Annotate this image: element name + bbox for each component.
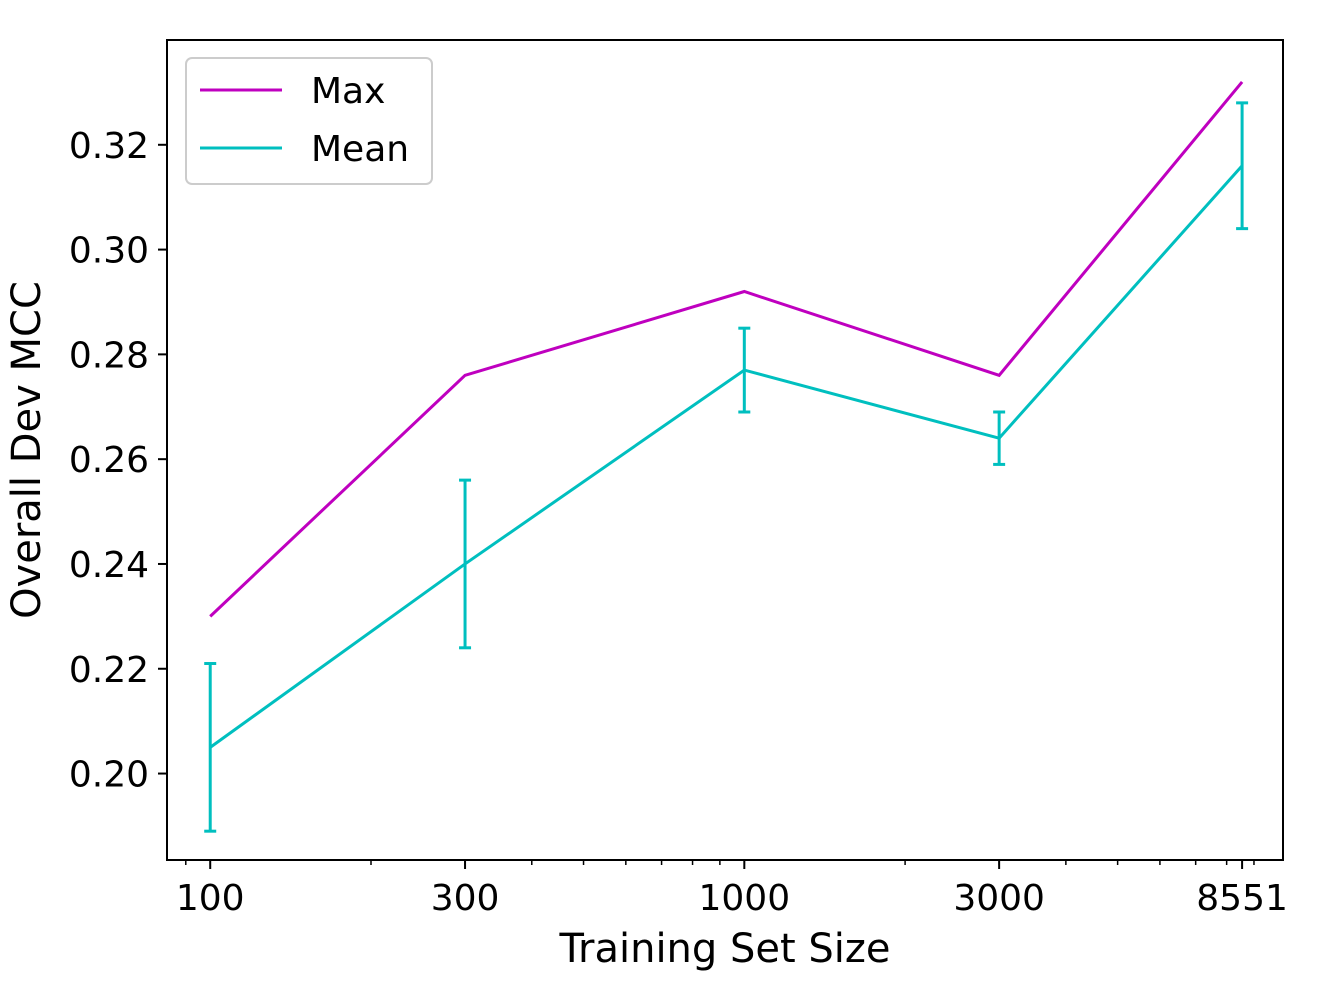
legend-label-mean: Mean [311, 129, 409, 170]
y-tick-label: 0.28 [69, 335, 149, 376]
plot-frame [166, 39, 1284, 861]
error-bar [993, 410, 1006, 466]
x-tick-label: 100 [176, 878, 245, 919]
y-tick-label: 0.26 [69, 440, 149, 481]
error-bar [738, 326, 751, 414]
y-tick-label: 0.32 [69, 126, 149, 167]
x-tick-label: 3000 [953, 878, 1045, 919]
y-tick-label: 0.20 [69, 755, 149, 796]
legend-label-max: Max [311, 71, 385, 112]
series-line-max [209, 80, 1244, 618]
y-tick-label: 0.24 [69, 545, 149, 586]
x-tick-label: 300 [431, 878, 500, 919]
error-bar [204, 662, 217, 833]
error-bar [459, 478, 472, 650]
x-axis-title: Training Set Size [558, 926, 890, 972]
x-axis: 100 300 1000 3000 8551 [176, 860, 1288, 919]
y-tick-label: 0.30 [69, 231, 149, 272]
error-bar [1236, 101, 1249, 231]
y-axis: 0.20 0.22 0.24 0.26 0.28 0.30 0.32 [69, 126, 167, 796]
y-axis-title: Overall Dev MCC [4, 281, 50, 619]
y-tick-label: 0.22 [69, 650, 149, 691]
x-tick-label: 8551 [1196, 878, 1288, 919]
x-tick-label: 1000 [699, 878, 791, 919]
legend: Max Mean [185, 57, 433, 185]
series-layer [204, 80, 1249, 833]
